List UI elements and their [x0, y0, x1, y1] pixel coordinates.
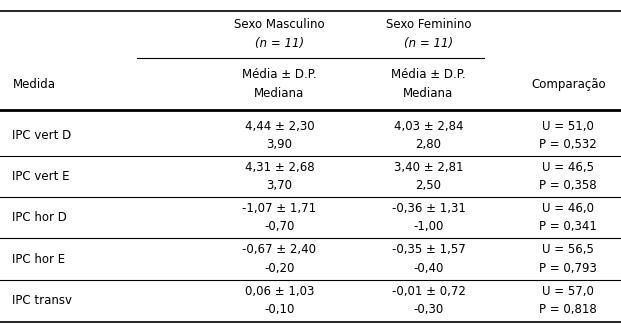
Text: Média ± D.P.: Média ± D.P.: [242, 68, 317, 81]
Text: Sexo Masculino: Sexo Masculino: [234, 18, 325, 31]
Text: (n = 11): (n = 11): [255, 37, 304, 50]
Text: 3,40 ± 2,81: 3,40 ± 2,81: [394, 161, 463, 174]
Text: -0,10: -0,10: [265, 303, 294, 316]
Text: IPC transv: IPC transv: [12, 294, 73, 307]
Text: P = 0,358: P = 0,358: [540, 179, 597, 192]
Text: 3,70: 3,70: [266, 179, 292, 192]
Text: P = 0,818: P = 0,818: [540, 303, 597, 316]
Text: -0,01 ± 0,72: -0,01 ± 0,72: [392, 284, 465, 298]
Text: Medida: Medida: [12, 78, 55, 91]
Text: 2,50: 2,50: [415, 179, 442, 192]
Text: -0,30: -0,30: [414, 303, 443, 316]
Text: IPC vert E: IPC vert E: [12, 170, 70, 183]
Text: P = 0,341: P = 0,341: [539, 220, 597, 234]
Text: Mediana: Mediana: [255, 87, 304, 100]
Text: U = 46,5: U = 46,5: [542, 161, 594, 174]
Text: -0,36 ± 1,31: -0,36 ± 1,31: [392, 202, 465, 215]
Text: Média ± D.P.: Média ± D.P.: [391, 68, 466, 81]
Text: Mediana: Mediana: [404, 87, 453, 100]
Text: -1,00: -1,00: [414, 220, 443, 234]
Text: -0,20: -0,20: [265, 261, 294, 275]
Text: U = 51,0: U = 51,0: [542, 120, 594, 133]
Text: -0,40: -0,40: [414, 261, 443, 275]
Text: -0,35 ± 1,57: -0,35 ± 1,57: [392, 243, 465, 257]
Text: 2,80: 2,80: [415, 138, 442, 151]
Text: U = 46,0: U = 46,0: [542, 202, 594, 215]
Text: -0,67 ± 2,40: -0,67 ± 2,40: [242, 243, 317, 257]
Text: 3,90: 3,90: [266, 138, 292, 151]
Text: IPC hor E: IPC hor E: [12, 252, 66, 266]
Text: 4,31 ± 2,68: 4,31 ± 2,68: [245, 161, 314, 174]
Text: U = 57,0: U = 57,0: [542, 284, 594, 298]
Text: Comparação: Comparação: [531, 78, 605, 91]
Text: -1,07 ± 1,71: -1,07 ± 1,71: [242, 202, 317, 215]
Text: 4,03 ± 2,84: 4,03 ± 2,84: [394, 120, 463, 133]
Text: Sexo Feminino: Sexo Feminino: [386, 18, 471, 31]
Text: IPC vert D: IPC vert D: [12, 129, 71, 142]
Text: 0,06 ± 1,03: 0,06 ± 1,03: [245, 284, 314, 298]
Text: P = 0,793: P = 0,793: [539, 261, 597, 275]
Text: -0,70: -0,70: [265, 220, 294, 234]
Text: 4,44 ± 2,30: 4,44 ± 2,30: [245, 120, 314, 133]
Text: IPC hor D: IPC hor D: [12, 211, 67, 225]
Text: (n = 11): (n = 11): [404, 37, 453, 50]
Text: P = 0,532: P = 0,532: [540, 138, 597, 151]
Text: U = 56,5: U = 56,5: [542, 243, 594, 257]
